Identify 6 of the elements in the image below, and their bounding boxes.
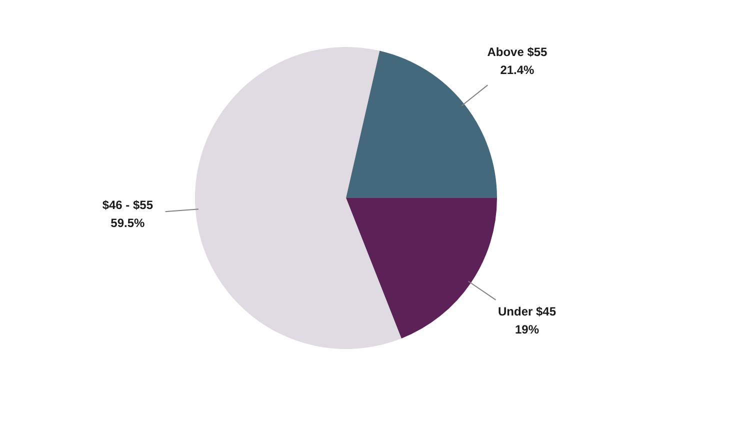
data-label: 21.4% [500, 62, 535, 77]
slice-label: Above $55 [487, 44, 548, 59]
slice-label: Under $45 [498, 304, 556, 318]
slice-label: $46 - $55 [102, 198, 154, 212]
data-label: 59.5% [110, 216, 146, 230]
data-label: 19% [515, 322, 540, 336]
